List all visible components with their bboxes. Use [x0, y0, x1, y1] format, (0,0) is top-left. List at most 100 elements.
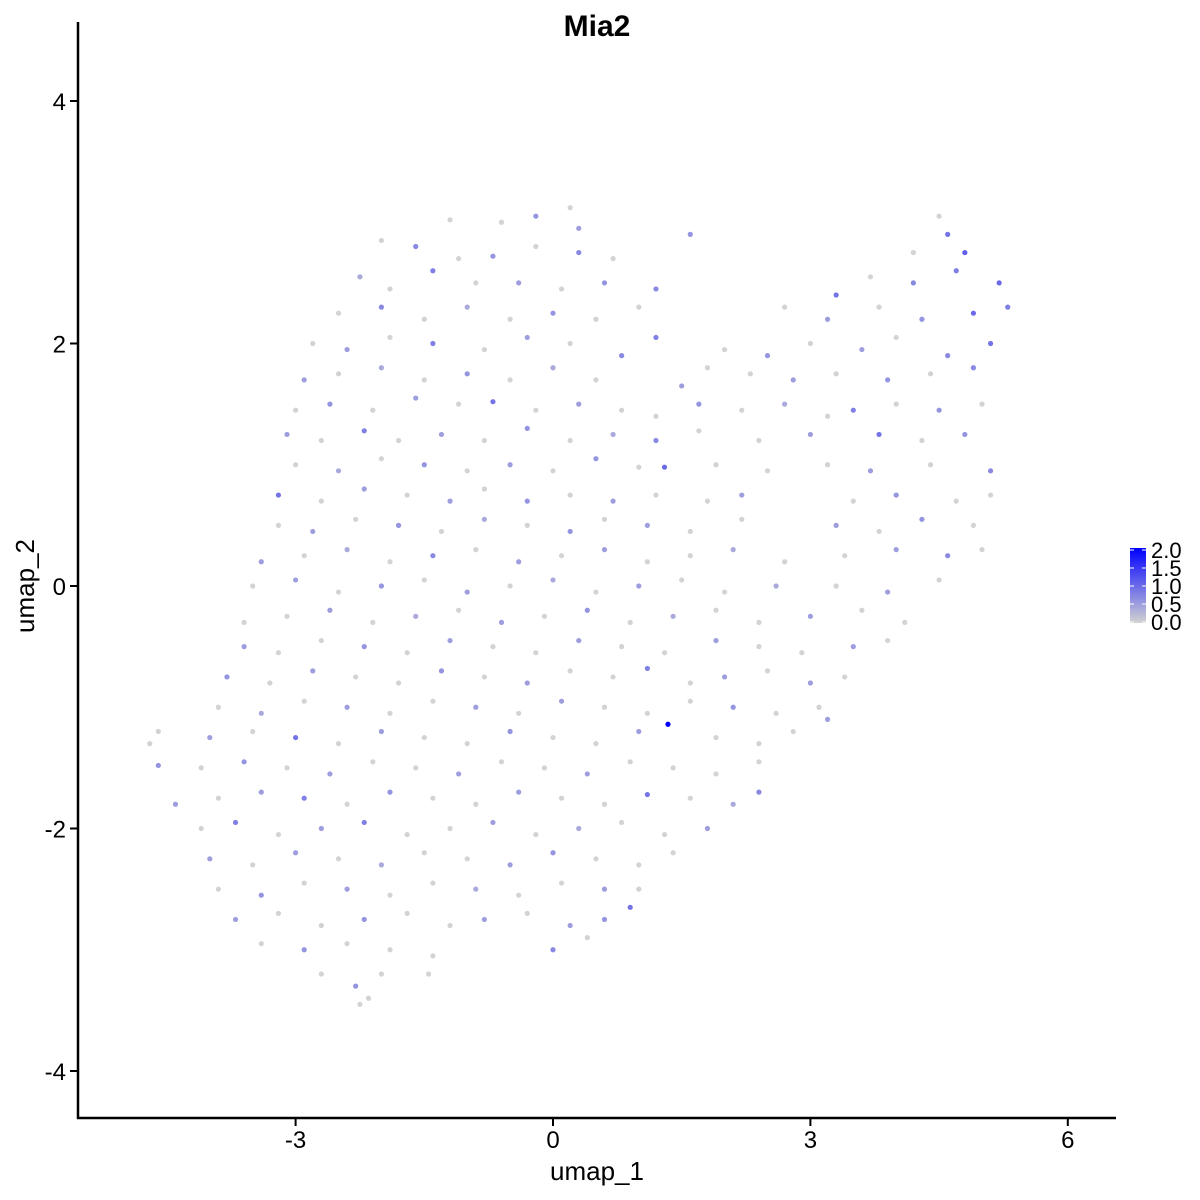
data-point — [293, 407, 299, 413]
data-point — [447, 498, 453, 504]
data-point — [507, 316, 513, 322]
data-point — [593, 456, 599, 462]
data-point — [722, 674, 728, 680]
data-point — [430, 698, 436, 704]
data-point — [764, 668, 771, 674]
data-point — [799, 650, 805, 656]
data-point — [516, 280, 522, 286]
data-point — [653, 492, 659, 498]
data-point — [215, 795, 221, 801]
data-point — [516, 559, 522, 565]
data-point — [387, 286, 393, 292]
data-point — [533, 407, 539, 413]
data-point — [430, 553, 436, 559]
data-point — [284, 431, 290, 438]
data-point — [258, 892, 264, 898]
data-point — [593, 377, 599, 383]
data-point — [275, 522, 282, 528]
data-point — [953, 498, 959, 504]
data-point — [533, 831, 539, 838]
data-point — [335, 371, 342, 377]
y-axis-label: umap_2 — [10, 539, 40, 633]
x-tick-label: 0 — [546, 1127, 559, 1154]
data-point — [498, 619, 505, 625]
data-point — [567, 668, 573, 674]
data-point — [215, 704, 221, 710]
data-point — [524, 522, 530, 528]
data-point — [456, 401, 462, 407]
data-point — [361, 916, 367, 923]
data-point — [361, 644, 367, 650]
data-point — [267, 680, 273, 686]
data-point — [764, 468, 771, 474]
data-point — [344, 941, 350, 947]
data-point — [293, 462, 299, 468]
data-point — [524, 680, 530, 686]
data-point — [576, 225, 582, 231]
data-point — [232, 916, 239, 923]
data-point — [644, 522, 650, 528]
data-point — [867, 274, 874, 280]
data-point — [970, 365, 977, 371]
data-point — [533, 243, 539, 250]
data-point — [730, 704, 736, 710]
data-point — [739, 516, 745, 522]
data-point — [456, 771, 462, 777]
data-point — [713, 462, 719, 468]
data-point — [155, 728, 161, 735]
data-point — [404, 910, 410, 916]
data-point — [421, 734, 427, 741]
data-point — [567, 340, 573, 347]
data-point — [756, 644, 762, 650]
data-point — [357, 1001, 363, 1007]
data-point — [275, 831, 282, 838]
data-point — [730, 801, 736, 807]
data-point — [893, 492, 899, 498]
data-point — [533, 650, 539, 656]
data-point — [739, 407, 745, 413]
data-point — [378, 237, 384, 244]
data-point — [824, 462, 831, 468]
data-point — [876, 431, 882, 438]
data-point — [387, 892, 393, 898]
data-point — [353, 516, 359, 522]
data-point — [687, 680, 693, 686]
data-point — [661, 650, 668, 656]
data-point — [747, 371, 753, 377]
y-tick-label: -2 — [45, 817, 66, 844]
data-point — [344, 704, 350, 710]
data-point — [567, 528, 573, 535]
data-point — [953, 268, 959, 274]
data-point — [558, 553, 565, 559]
data-point — [464, 304, 470, 310]
data-point — [601, 547, 608, 553]
data-point — [764, 353, 771, 359]
data-point — [550, 947, 556, 953]
data-point — [619, 819, 625, 826]
data-point — [318, 437, 324, 444]
data-point — [425, 971, 432, 977]
data-point — [207, 856, 213, 862]
data-point — [739, 492, 745, 498]
data-point — [155, 762, 161, 769]
data-point — [498, 219, 505, 225]
data-point — [833, 371, 839, 377]
data-point — [927, 462, 934, 468]
y-tick-label: 2 — [53, 332, 66, 359]
data-point — [250, 583, 256, 589]
data-point — [250, 728, 256, 735]
x-tick-label: -3 — [285, 1127, 306, 1154]
data-point — [850, 498, 856, 504]
data-point — [550, 468, 556, 474]
data-point — [413, 765, 419, 771]
data-point — [481, 916, 487, 923]
legend-label: 0.0 — [1151, 610, 1182, 635]
data-point — [636, 862, 642, 868]
data-point — [558, 286, 565, 292]
data-point — [473, 280, 479, 286]
data-point — [524, 334, 530, 341]
data-point — [284, 613, 290, 619]
data-point — [644, 665, 650, 672]
data-point — [421, 577, 427, 583]
